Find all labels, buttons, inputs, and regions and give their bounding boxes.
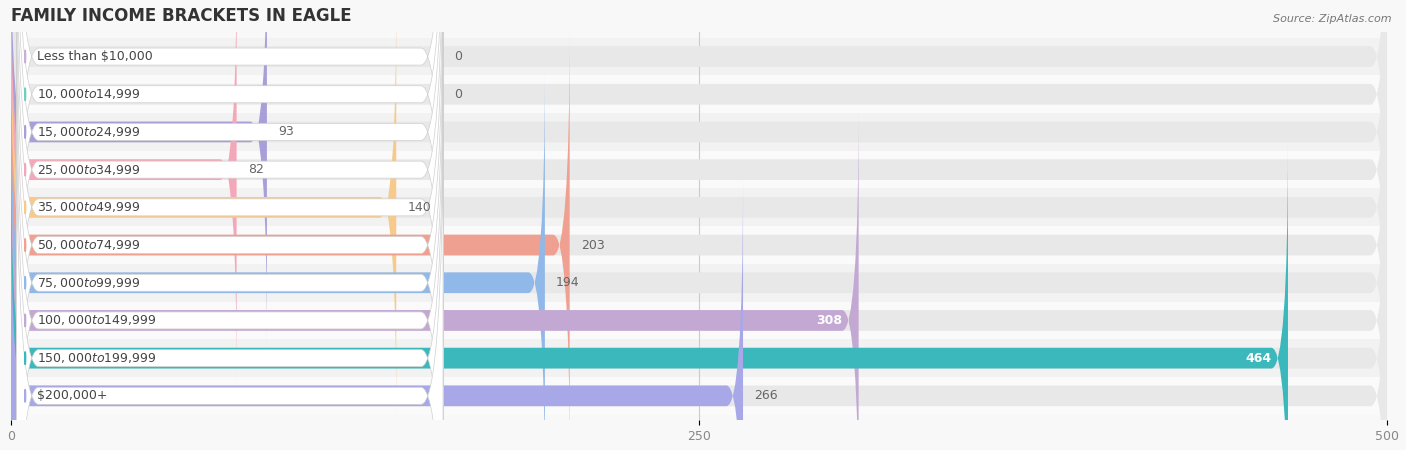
Text: $25,000 to $34,999: $25,000 to $34,999 [37,162,141,177]
FancyBboxPatch shape [11,0,396,423]
Text: 0: 0 [454,50,463,63]
FancyBboxPatch shape [11,180,742,450]
Text: $15,000 to $24,999: $15,000 to $24,999 [37,125,141,139]
FancyBboxPatch shape [11,0,1388,423]
Text: 194: 194 [555,276,579,289]
Text: $100,000 to $149,999: $100,000 to $149,999 [37,314,156,328]
FancyBboxPatch shape [17,0,443,450]
Text: 140: 140 [408,201,432,214]
FancyBboxPatch shape [11,0,236,386]
FancyBboxPatch shape [11,226,1388,264]
FancyBboxPatch shape [11,151,1388,189]
FancyBboxPatch shape [11,104,1388,450]
FancyBboxPatch shape [11,377,1388,415]
FancyBboxPatch shape [11,0,1388,348]
Text: $50,000 to $74,999: $50,000 to $74,999 [37,238,141,252]
FancyBboxPatch shape [17,0,443,350]
Text: $35,000 to $49,999: $35,000 to $49,999 [37,200,141,214]
FancyBboxPatch shape [11,264,1388,302]
FancyBboxPatch shape [11,29,1388,450]
Text: 266: 266 [754,389,778,402]
Text: 308: 308 [815,314,842,327]
Text: $75,000 to $99,999: $75,000 to $99,999 [37,276,141,290]
FancyBboxPatch shape [11,38,1388,76]
FancyBboxPatch shape [17,0,443,450]
FancyBboxPatch shape [11,104,859,450]
FancyBboxPatch shape [17,0,443,387]
FancyBboxPatch shape [11,67,1388,450]
FancyBboxPatch shape [11,0,1388,386]
FancyBboxPatch shape [11,180,1388,450]
FancyBboxPatch shape [11,29,569,450]
FancyBboxPatch shape [17,27,443,450]
FancyBboxPatch shape [11,67,546,450]
FancyBboxPatch shape [11,189,1388,226]
FancyBboxPatch shape [17,0,443,450]
FancyBboxPatch shape [11,113,1388,151]
Text: 93: 93 [278,126,294,139]
Text: 0: 0 [454,88,463,101]
FancyBboxPatch shape [11,142,1388,450]
FancyBboxPatch shape [11,76,1388,113]
FancyBboxPatch shape [17,103,443,450]
FancyBboxPatch shape [17,65,443,450]
FancyBboxPatch shape [11,302,1388,339]
Text: $10,000 to $14,999: $10,000 to $14,999 [37,87,141,101]
FancyBboxPatch shape [11,0,1388,272]
Text: Source: ZipAtlas.com: Source: ZipAtlas.com [1274,14,1392,23]
Text: $150,000 to $199,999: $150,000 to $199,999 [37,351,156,365]
Text: Less than $10,000: Less than $10,000 [37,50,152,63]
Text: 203: 203 [581,238,605,252]
FancyBboxPatch shape [11,0,1388,310]
FancyBboxPatch shape [17,0,443,450]
Text: FAMILY INCOME BRACKETS IN EAGLE: FAMILY INCOME BRACKETS IN EAGLE [11,7,352,25]
Text: 464: 464 [1246,351,1271,364]
FancyBboxPatch shape [17,0,443,425]
FancyBboxPatch shape [11,0,267,348]
Text: 82: 82 [247,163,263,176]
FancyBboxPatch shape [11,142,1288,450]
FancyBboxPatch shape [11,339,1388,377]
Text: $200,000+: $200,000+ [37,389,107,402]
